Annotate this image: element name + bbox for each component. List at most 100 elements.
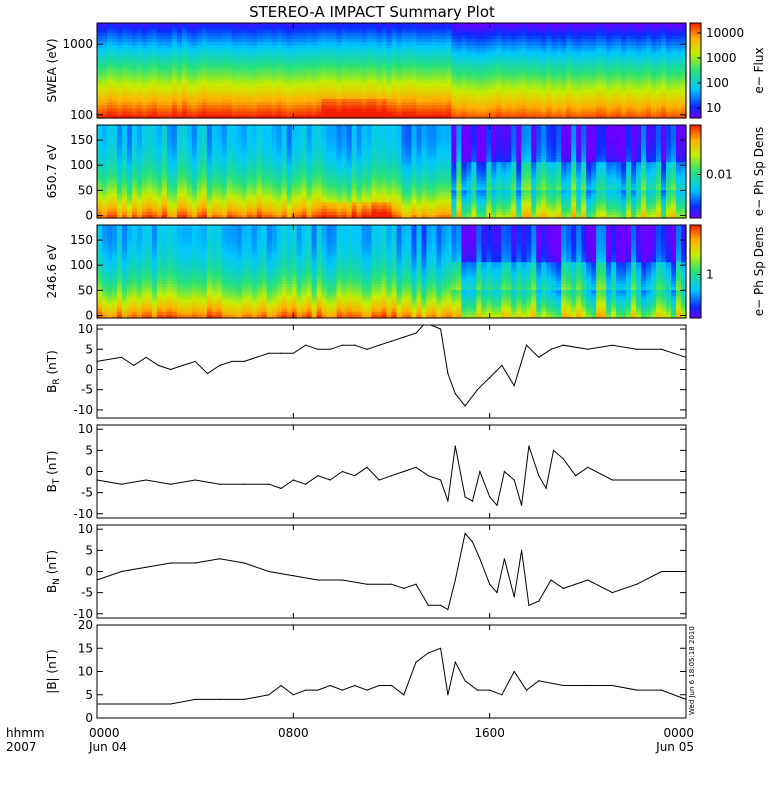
data-point [546,488,547,489]
y-tick-label: -5 [81,486,93,500]
data-point [354,685,355,686]
y-tick-label: -10 [73,507,93,521]
x-tick-label: 0000 [89,726,120,740]
series-line-6 [97,648,686,704]
panel-frame [97,625,686,718]
data-point [317,475,318,476]
data-point [146,357,147,358]
data-point [231,361,232,362]
data-point [587,467,588,468]
data-point [158,365,159,366]
data-point [423,324,424,325]
data-point [293,353,294,354]
data-point [440,605,441,606]
y-axis-label: 246.6 eV [45,244,59,299]
y-tick-label: 0 [85,308,93,322]
y-tick-label: 0 [85,565,93,579]
x-tick-label: 1600 [474,726,505,740]
panel-frame [97,525,686,618]
colorbar-gradient [690,225,701,318]
data-point [96,579,97,580]
colorbar-1: 0.01 e− Ph Sp Dens [690,125,766,218]
data-point [305,484,306,485]
data-point [96,703,97,704]
data-point [526,690,527,691]
data-point [170,484,171,485]
data-point [501,365,502,366]
data-point [661,690,662,691]
data-point [219,484,220,485]
y-tick-label: 150 [70,233,93,247]
data-point [587,685,588,686]
colorbar-tick-label: 0.01 [706,168,733,182]
y-tick-label: 150 [70,133,93,147]
data-point [447,373,448,374]
data-point [391,341,392,342]
data-point [121,571,122,572]
data-point [528,446,529,447]
colorbar-gradient [690,23,701,118]
y-axis-label: SWEA (eV) [45,38,59,102]
data-point [281,353,282,354]
data-point [428,652,429,653]
data-point [268,571,269,572]
data-point [219,365,220,366]
y-tick-label: 10 [78,522,93,536]
colorbar-label: e− Ph Sp Dens [752,127,766,216]
data-point [354,345,355,346]
time-unit-label: hhmm [6,726,45,740]
data-point [477,389,478,390]
data-point [447,501,448,502]
data-point [268,353,269,354]
y-axis-label: 650.7 eV [45,144,59,199]
y-tick-label: -5 [81,383,93,397]
data-point [121,484,122,485]
colorbar-tick-label: 10000 [706,26,744,40]
y-tick-label: 5 [85,688,93,702]
data-point [317,349,318,350]
data-point [489,584,490,585]
y-tick-label: 5 [85,543,93,557]
data-point [673,353,674,354]
y-axis-label: BN (nT) [45,550,62,593]
colorbar-label: e− Ph Sp Dens [752,227,766,316]
data-point [465,405,466,406]
x-tick-date-label: Jun 05 [655,740,694,754]
data-point [526,345,527,346]
time-year-label: 2007 [6,740,37,754]
data-point [342,579,343,580]
data-point [342,471,343,472]
data-point [268,484,269,485]
data-point [575,475,576,476]
data-point [415,662,416,663]
data-point [305,345,306,346]
data-point [195,479,196,480]
data-point [317,690,318,691]
y-tick-label: -5 [81,586,93,600]
data-point [465,680,466,681]
y-tick-label: 15 [78,641,93,655]
data-point [379,479,380,480]
data-point [256,357,257,358]
data-point [391,685,392,686]
data-point [366,584,367,585]
data-point [330,479,331,480]
data-point [415,333,416,334]
data-point [521,550,522,551]
y-tick-label: 5 [85,443,93,457]
data-point [465,533,466,534]
figure-title: STEREO-A IMPACT Summary Plot [249,3,495,21]
data-point [477,690,478,691]
y-tick-label: -10 [73,403,93,417]
data-point [563,345,564,346]
heatmap-image-0 [97,23,687,119]
data-point [281,488,282,489]
data-point [146,479,147,480]
data-point [489,690,490,691]
data-point [403,471,404,472]
data-point [121,357,122,358]
